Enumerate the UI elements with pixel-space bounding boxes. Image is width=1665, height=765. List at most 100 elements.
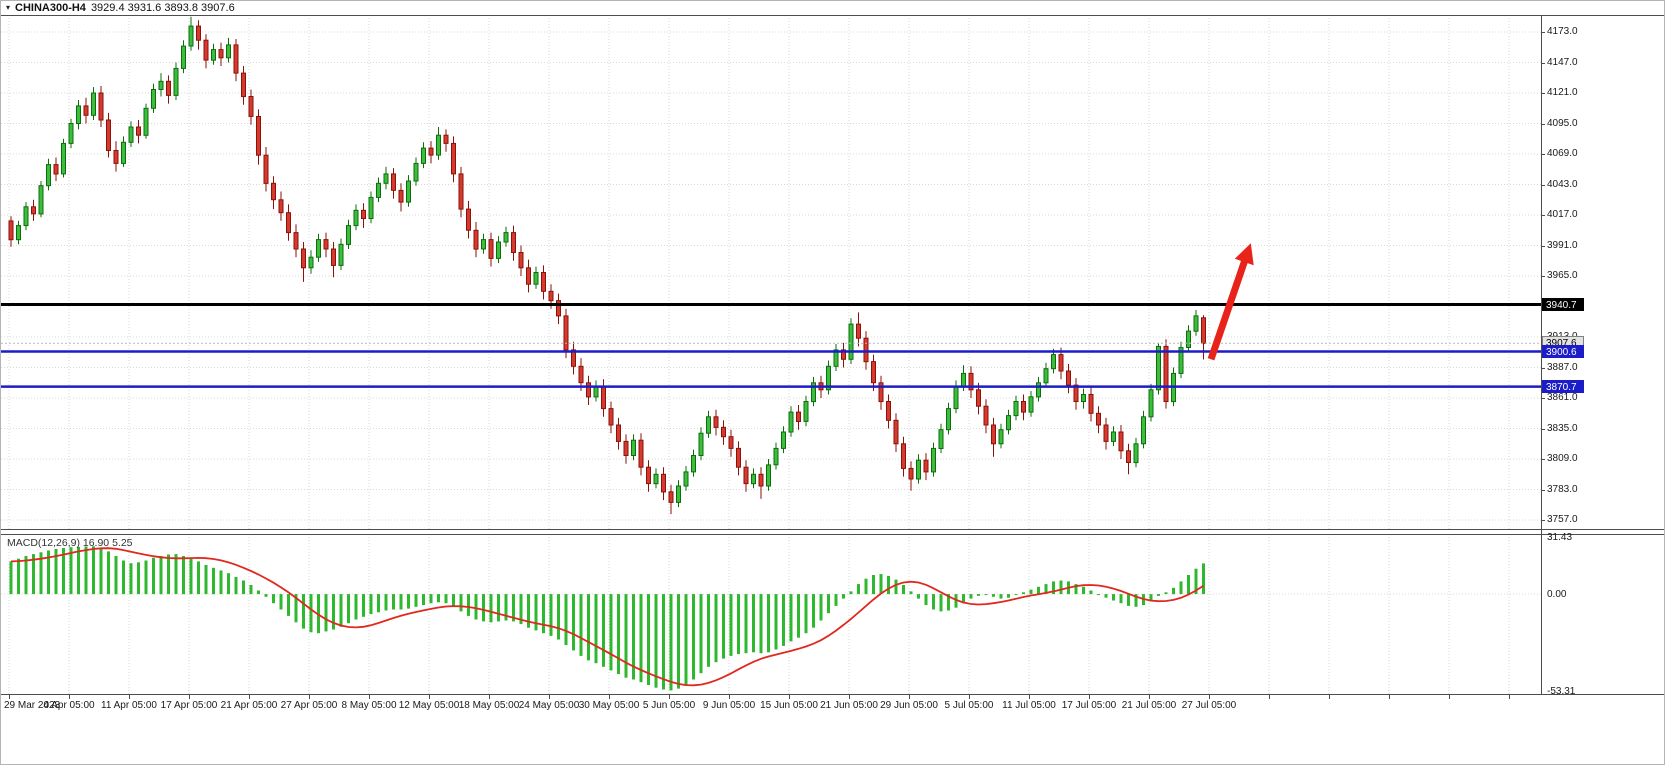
time-label: 27 Apr 05:00 [280,700,338,711]
price-axis-tickmark [1541,368,1545,369]
price-axis-tickmark [1541,124,1545,125]
time-axis-tickmark [309,695,310,699]
macd-canvas[interactable] [1,535,1541,694]
price-tick-label: 4147.0 [1547,56,1578,68]
price-tick-label: 3965.0 [1547,270,1578,281]
price-tick-label: 3809.0 [1547,453,1578,464]
time-label: 9 Jun 05:00 [702,700,756,711]
time-label: 11 Jul 05:00 [1002,700,1056,711]
time-label: 29 Mar 2023 [4,700,61,711]
price-axis-tickmark [1541,154,1545,155]
price-level-badge: 3940.7 [1542,298,1584,311]
price-axis-tickmark [1541,185,1545,186]
time-label: 30 May 05:00 [578,700,640,711]
quote-ohlc: 3929.4 3931.6 3893.8 3907.6 [90,2,235,14]
time-axis-tickmark [429,695,430,699]
time-label: 21 Jun 05:00 [820,700,878,711]
time-label: 24 May 05:00 [518,700,580,711]
price-axis[interactable]: 4173.0 4147.0 4121.0 4095.0 4069.0 4043.0 4017… [1541,15,1664,697]
price-axis-separator [1541,15,1542,695]
time-label: 27 Jul 05:00 [1181,700,1237,711]
time-axis-tickmark [669,695,670,699]
time-axis-tickmark [1509,695,1510,699]
price-axis-tickmark [1541,429,1545,430]
main-panel-bottom-border [1,529,1664,530]
price-axis-tickmark [1541,63,1545,64]
time-axis-tickmark [1149,695,1150,699]
price-tick-label: 3861.0 [1547,392,1578,403]
macd-histogram [9,546,1205,691]
price-tick-label: 3835.0 [1547,422,1578,434]
macd-panel-top-border [1,534,1664,535]
price-levels[interactable] [1,303,1541,388]
price-axis-tickmark [1541,32,1545,33]
time-label: 21 Jul 05:00 [1121,700,1177,711]
time-axis-tickmark [489,695,490,699]
time-axis-tickmark [969,695,970,699]
time-axis-tickmark [1209,695,1210,699]
time-label: 4 Apr 05:00 [43,700,95,711]
time-label: 5 Jun 05:00 [642,700,696,711]
macd-panel-bottom-border [1,694,1664,695]
time-axis-tickmark [189,695,190,699]
macd-signal-value: 5.25 [112,537,133,549]
price-tick-label: 4069.0 [1547,148,1578,159]
symbol-name: CHINA300-H4 [15,2,86,14]
time-label: 21 Apr 05:00 [220,700,278,711]
price-tick-label: 3757.0 [1547,514,1578,525]
time-axis-tickmark [369,695,370,699]
price-axis-tickmark [1541,459,1545,460]
price-tick-label: 3887.0 [1547,361,1578,373]
time-axis-tickmark [1089,695,1090,699]
price-tick-label: 3783.0 [1547,483,1578,495]
macd-scale-label: 0.00 [1547,589,1567,601]
price-tick-label: 4121.0 [1547,87,1578,98]
time-label: 11 Apr 05:00 [101,700,157,711]
time-axis-tickmark [9,695,10,699]
time-label: 17 Jul 05:00 [1061,700,1117,711]
time-axis-tickmark [249,695,250,699]
macd-scale-label: -53.31 [1547,686,1576,697]
price-axis-tickmark [1541,276,1545,277]
time-axis-tickmark [1389,695,1390,699]
time-axis-tickmark [129,695,130,699]
macd-indicator-label: MACD(12,26,9) 16.90 5.25 [7,537,133,549]
time-axis-tickmark [1029,695,1030,699]
candles [8,16,1206,515]
time-label: 18 May 05:00 [458,700,520,711]
time-label: 8 May 05:00 [341,700,397,711]
main-panel-top-border [1,15,1664,16]
price-axis-tickmark [1541,520,1545,521]
symbol-dropdown-icon[interactable]: ▾ [6,3,11,12]
time-axis[interactable]: 29 Mar 2023 4 Apr 05:00 11 Apr 05:00 17 Apr… [1,695,1664,719]
time-label: 15 Jun 05:00 [760,700,818,711]
time-axis-tickmark [1449,695,1450,699]
macd-scale-label: 31.43 [1547,532,1573,543]
time-label: 29 Jun 05:00 [880,700,938,711]
price-tick-label: 3991.0 [1547,239,1578,251]
price-tick-label: 4095.0 [1547,117,1578,129]
time-axis-tickmark [1269,695,1270,699]
macd-main-value: 16.90 [82,537,110,549]
main-chart-canvas[interactable] [1,16,1541,529]
time-axis-tickmark [729,695,730,699]
time-axis-tickmark [549,695,550,699]
price-level-badge: 3870.7 [1542,380,1584,393]
price-axis-tickmark [1541,490,1545,491]
time-label: 17 Apr 05:00 [160,700,218,711]
macd-signal-line [10,547,1204,687]
time-axis-tickmark [609,695,610,699]
price-axis-tickmark [1541,215,1545,216]
price-tick-label: 4017.0 [1547,209,1578,220]
macd-name: MACD(12,26,9) [7,537,80,549]
price-level-badge: 3900.6 [1542,345,1584,358]
price-tick-label: 4043.0 [1547,178,1578,190]
price-axis-tickmark [1541,93,1545,94]
macd-grid [1,535,1541,694]
time-label: 5 Jul 05:00 [944,700,994,711]
time-axis-tickmark [789,695,790,699]
trend-arrow[interactable] [1207,243,1254,361]
time-axis-tickmark [69,695,70,699]
price-tick-label: 4173.0 [1547,26,1578,37]
